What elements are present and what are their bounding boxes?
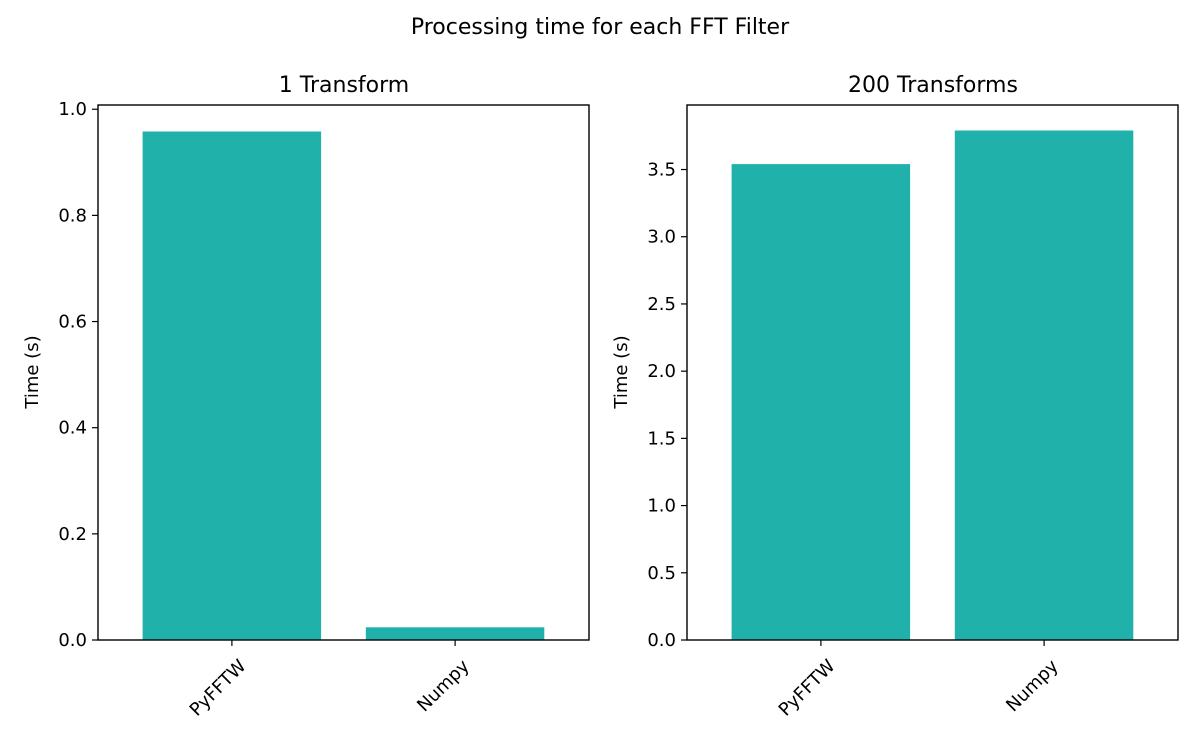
y-tick-label: 0.5 [647, 563, 676, 584]
x-tick-label: PyFFTW [186, 656, 251, 721]
y-tick-label: 1.5 [647, 428, 676, 449]
y-axis-label: Time (s) [22, 335, 43, 409]
y-tick-label: 0.6 [58, 312, 87, 333]
y-tick-label: 1.0 [647, 496, 676, 517]
x-tick-label: PyFFTW [775, 656, 840, 721]
y-tick-label: 0.2 [58, 524, 87, 545]
y-tick-label: 0.8 [58, 205, 87, 226]
y-tick-label: 0.0 [58, 630, 87, 651]
y-tick-label: 3.5 [647, 160, 676, 181]
axes-frame [686, 104, 1179, 641]
y-axis-label: Time (s) [611, 335, 632, 409]
bars-group [731, 130, 1134, 640]
chart-title: 1 Transform [279, 73, 409, 98]
chart-panel-1-transform: 1 Transform Time (s) 0.00.20.40.60.81.0 … [22, 73, 590, 721]
x-ticks-group: PyFFTW Numpy [186, 640, 474, 721]
y-tick-label: 3.0 [647, 227, 676, 248]
bar-pyfftw [731, 164, 911, 640]
y-tick-label: 1.0 [58, 99, 87, 120]
chart-panel-200-transforms: 200 Transforms Time (s) 0.0 0.5 1.0 1.5 2.0 2… [611, 73, 1179, 721]
bar-numpy [954, 130, 1134, 640]
y-tick-label: 0.0 [647, 630, 676, 651]
y-tick-label: 0.4 [58, 418, 87, 439]
y-ticks-group: 0.0 0.2 0.4 0.6 0.8 1.0 [58, 99, 98, 651]
figure-title: Processing time for each FFT Filter [411, 15, 790, 40]
y-tick-label: 2.5 [647, 294, 676, 315]
x-tick-label: Numpy [413, 655, 474, 716]
chart-title: 200 Transforms [848, 73, 1018, 98]
x-tick-label: Numpy [1002, 655, 1063, 716]
bar-pyfftw [142, 131, 322, 640]
axes-frame [97, 104, 590, 641]
bars-group [142, 131, 545, 640]
y-tick-label: 2.0 [647, 361, 676, 382]
x-ticks-group: PyFFTW Numpy [775, 640, 1063, 721]
bar-numpy [365, 627, 545, 640]
y-ticks-group: 0.0 0.5 1.0 1.5 2.0 2.5 3.0 3.5 [647, 160, 687, 651]
